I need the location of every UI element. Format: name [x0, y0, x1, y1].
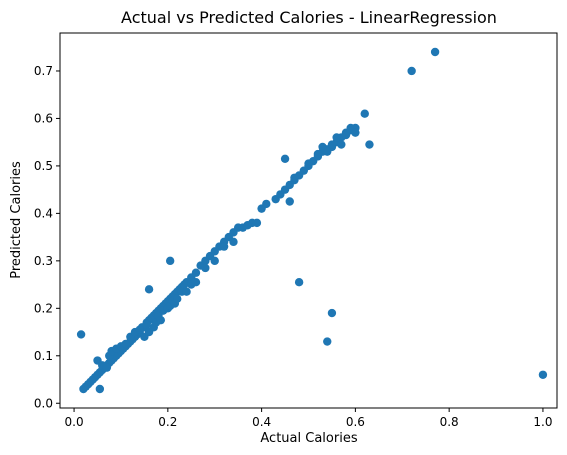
data-point [327, 140, 337, 149]
data-point [182, 287, 191, 296]
data-point [121, 339, 130, 349]
data-point [351, 128, 360, 137]
data-point [323, 337, 332, 346]
data-point [332, 133, 341, 142]
data-point [313, 149, 323, 159]
data-point [173, 294, 182, 304]
y-tick-label: 0.7 [34, 64, 53, 78]
y-tick-label: 0.5 [34, 159, 53, 173]
data-point [210, 256, 219, 266]
data-point [156, 315, 166, 325]
x-tick-label: 1.0 [533, 415, 552, 429]
data-point [285, 197, 294, 206]
data-point [407, 66, 416, 76]
data-point [243, 221, 252, 230]
data-point [262, 199, 271, 209]
data-point [102, 363, 112, 372]
x-tick-label: 0.0 [65, 415, 84, 429]
y-tick-label: 0.1 [34, 349, 53, 363]
data-point [201, 263, 210, 273]
y-axis-label: Predicted Calories [9, 161, 24, 279]
data-point [135, 325, 144, 334]
data-point [165, 256, 175, 266]
data-point [76, 330, 86, 339]
data-point [252, 218, 262, 228]
data-point [142, 320, 151, 330]
data-point [365, 140, 374, 149]
x-tick-label: 0.8 [440, 415, 459, 429]
y-tick-label: 0.2 [34, 301, 53, 315]
x-tick-label: 0.6 [346, 415, 365, 429]
plot-frame [59, 32, 558, 409]
y-tick-label: 0.3 [34, 254, 53, 268]
x-axis-label: Actual Calories [260, 431, 357, 446]
y-tick-label: 0.4 [34, 206, 53, 220]
data-point [191, 278, 201, 287]
data-point [360, 109, 369, 118]
x-axis-ticks: 0.0 0.2 0.4 0.6 0.8 1.0 [65, 408, 552, 429]
data-point [294, 278, 304, 287]
data-point [229, 237, 238, 247]
x-tick-label: 0.2 [158, 415, 177, 429]
data-point [290, 173, 299, 182]
y-tick-label: 0.6 [34, 111, 53, 125]
data-point [219, 242, 229, 251]
data-point [280, 154, 290, 163]
data-point [191, 268, 201, 277]
y-tick-label: 0.0 [34, 396, 53, 410]
data-point [430, 47, 440, 57]
points-layer [76, 47, 548, 394]
data-point [144, 285, 154, 294]
data-point [95, 384, 105, 394]
data-point [327, 308, 337, 318]
data-point [304, 159, 313, 168]
x-tick-label: 0.4 [252, 415, 271, 429]
data-point [323, 147, 332, 156]
data-point [337, 140, 346, 149]
y-axis-ticks: 0.0 0.1 0.2 0.3 0.4 0.5 0.6 0.7 [34, 64, 60, 410]
data-point [538, 370, 548, 379]
chart-title: Actual vs Predicted Calories - LinearReg… [121, 8, 497, 27]
